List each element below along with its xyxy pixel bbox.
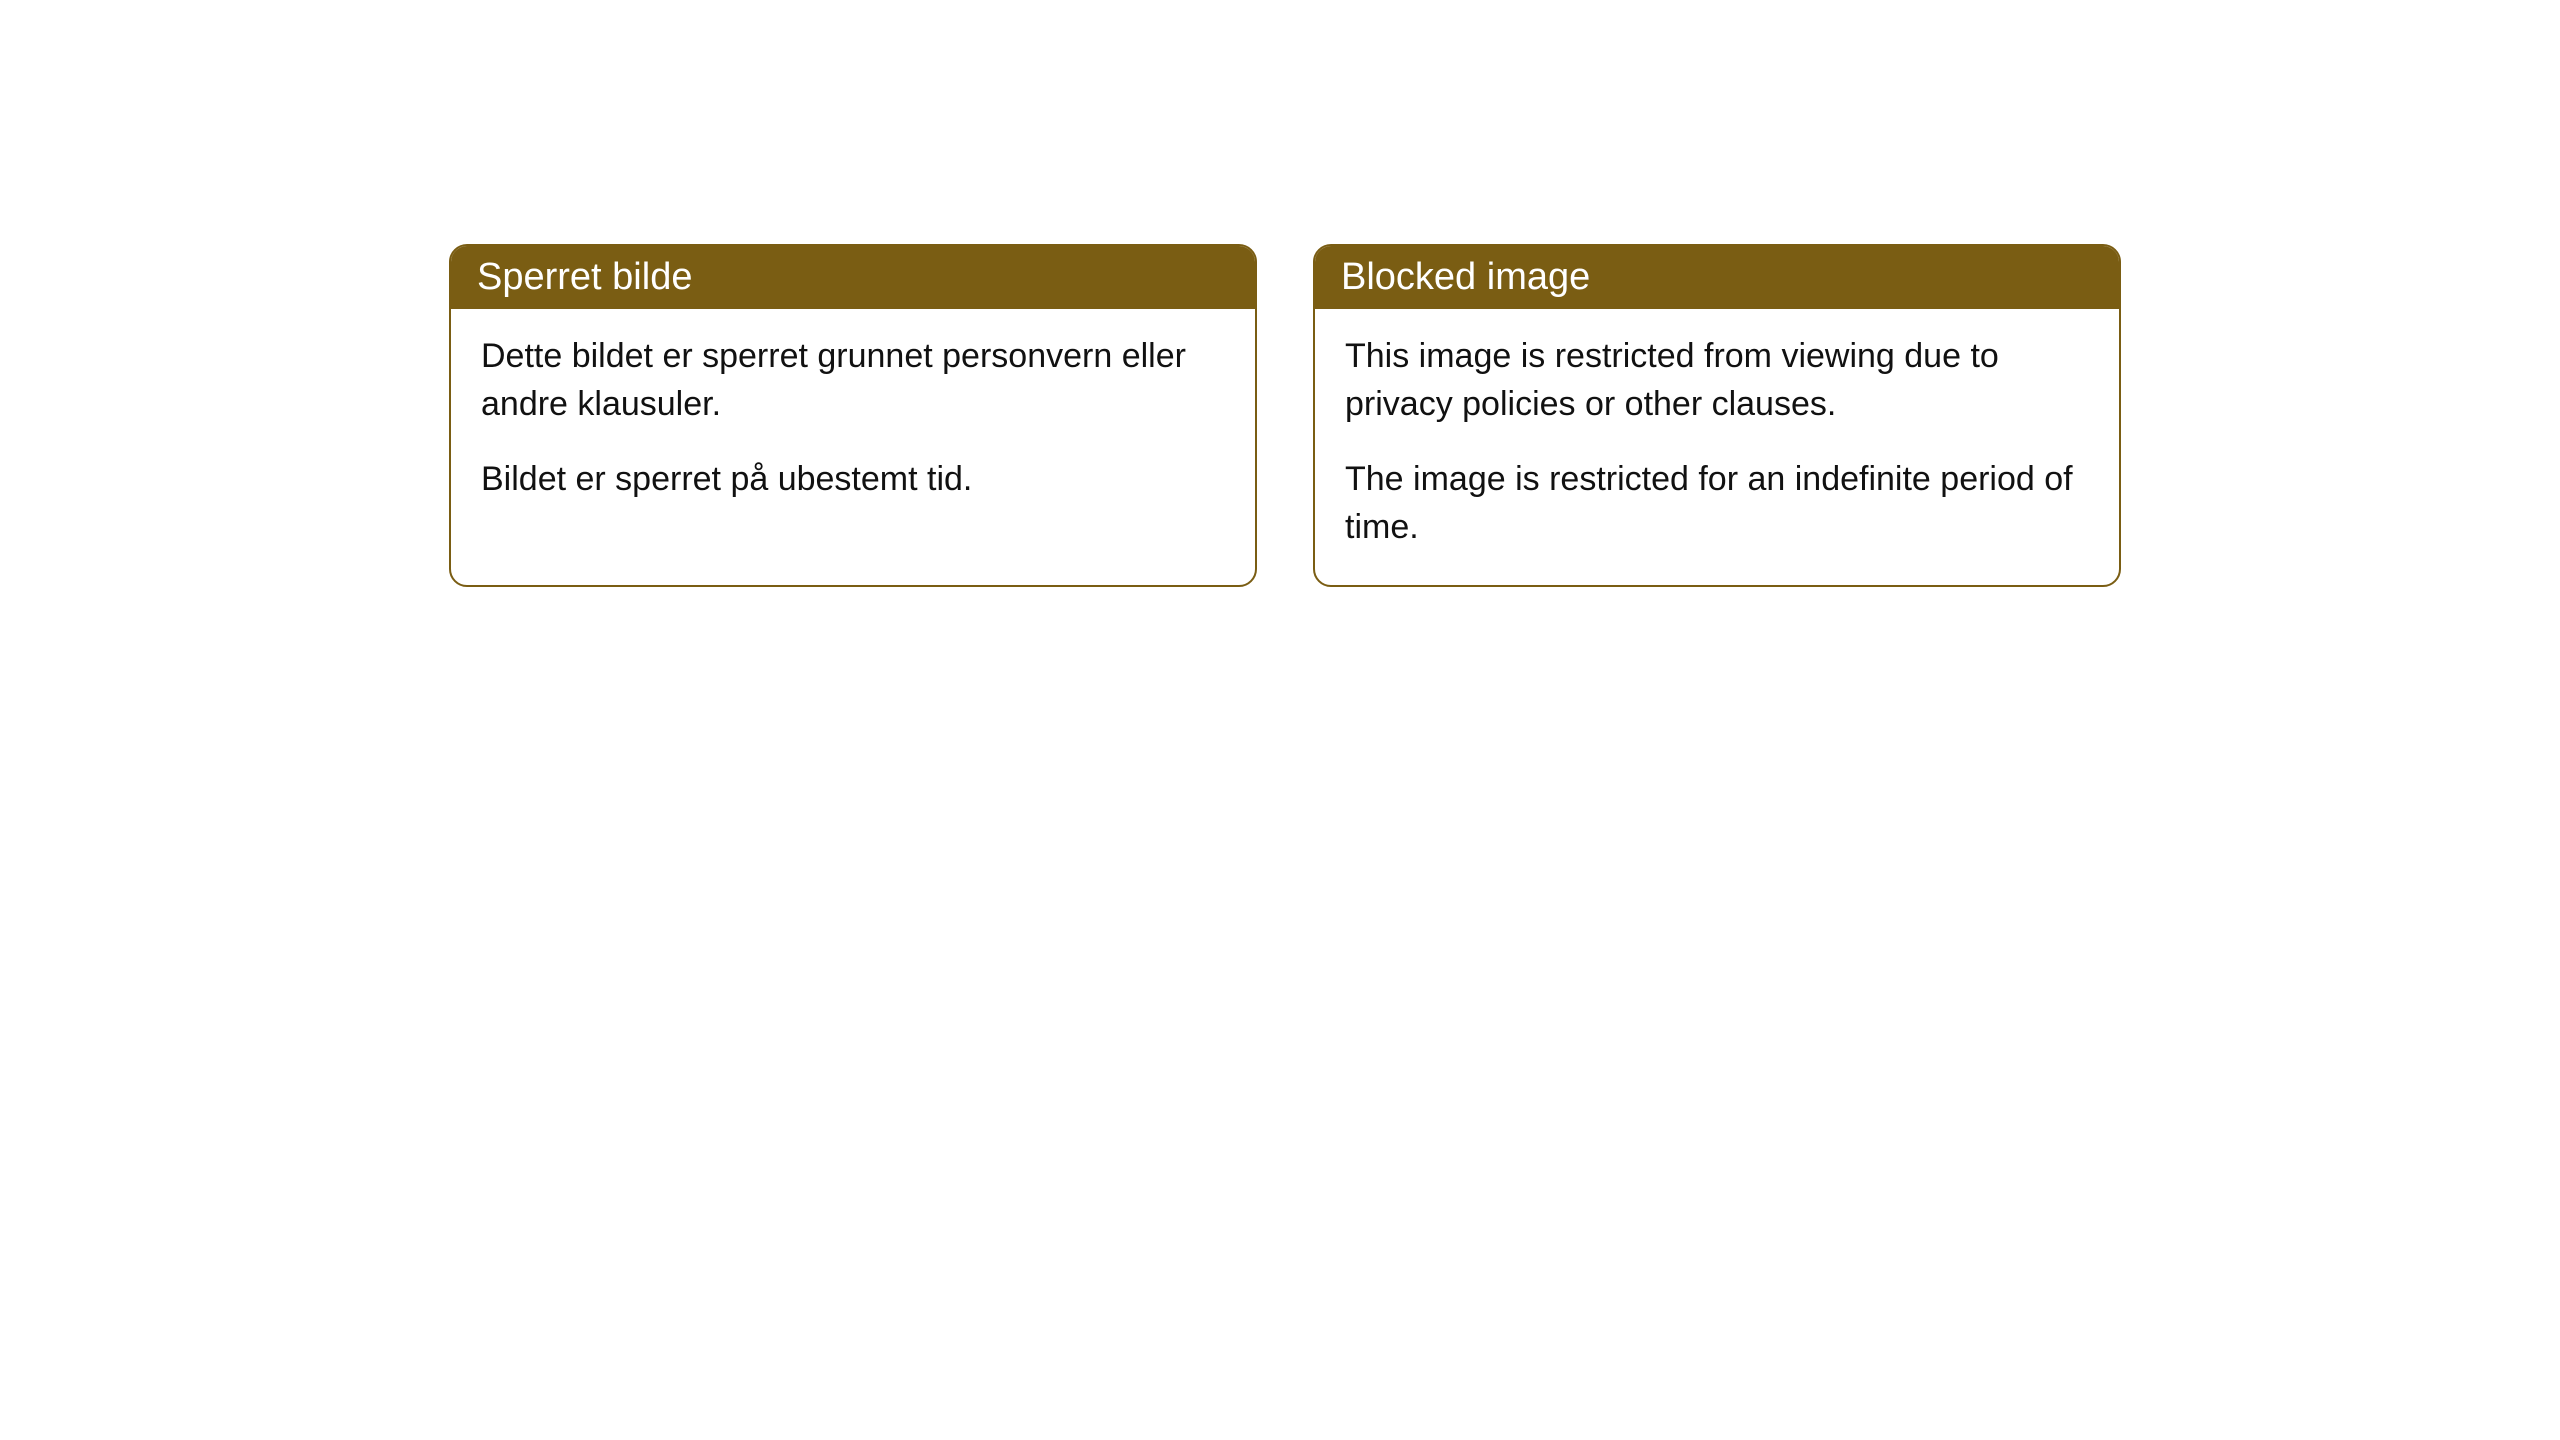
- notice-card-english: Blocked image This image is restricted f…: [1313, 244, 2121, 587]
- notice-header-english: Blocked image: [1315, 246, 2119, 309]
- notice-body-english: This image is restricted from viewing du…: [1315, 309, 2119, 585]
- notice-title-english: Blocked image: [1341, 256, 1590, 298]
- notice-paragraph-2-english: The image is restricted for an indefinit…: [1345, 456, 2089, 551]
- notice-header-norwegian: Sperret bilde: [451, 246, 1255, 309]
- notice-paragraph-1-norwegian: Dette bildet er sperret grunnet personve…: [481, 333, 1225, 428]
- notice-paragraph-2-norwegian: Bildet er sperret på ubestemt tid.: [481, 456, 1225, 504]
- notice-paragraph-1-english: This image is restricted from viewing du…: [1345, 333, 2089, 428]
- notice-body-norwegian: Dette bildet er sperret grunnet personve…: [451, 309, 1255, 538]
- notice-container: Sperret bilde Dette bildet er sperret gr…: [0, 0, 2560, 587]
- notice-card-norwegian: Sperret bilde Dette bildet er sperret gr…: [449, 244, 1257, 587]
- notice-title-norwegian: Sperret bilde: [477, 256, 692, 298]
